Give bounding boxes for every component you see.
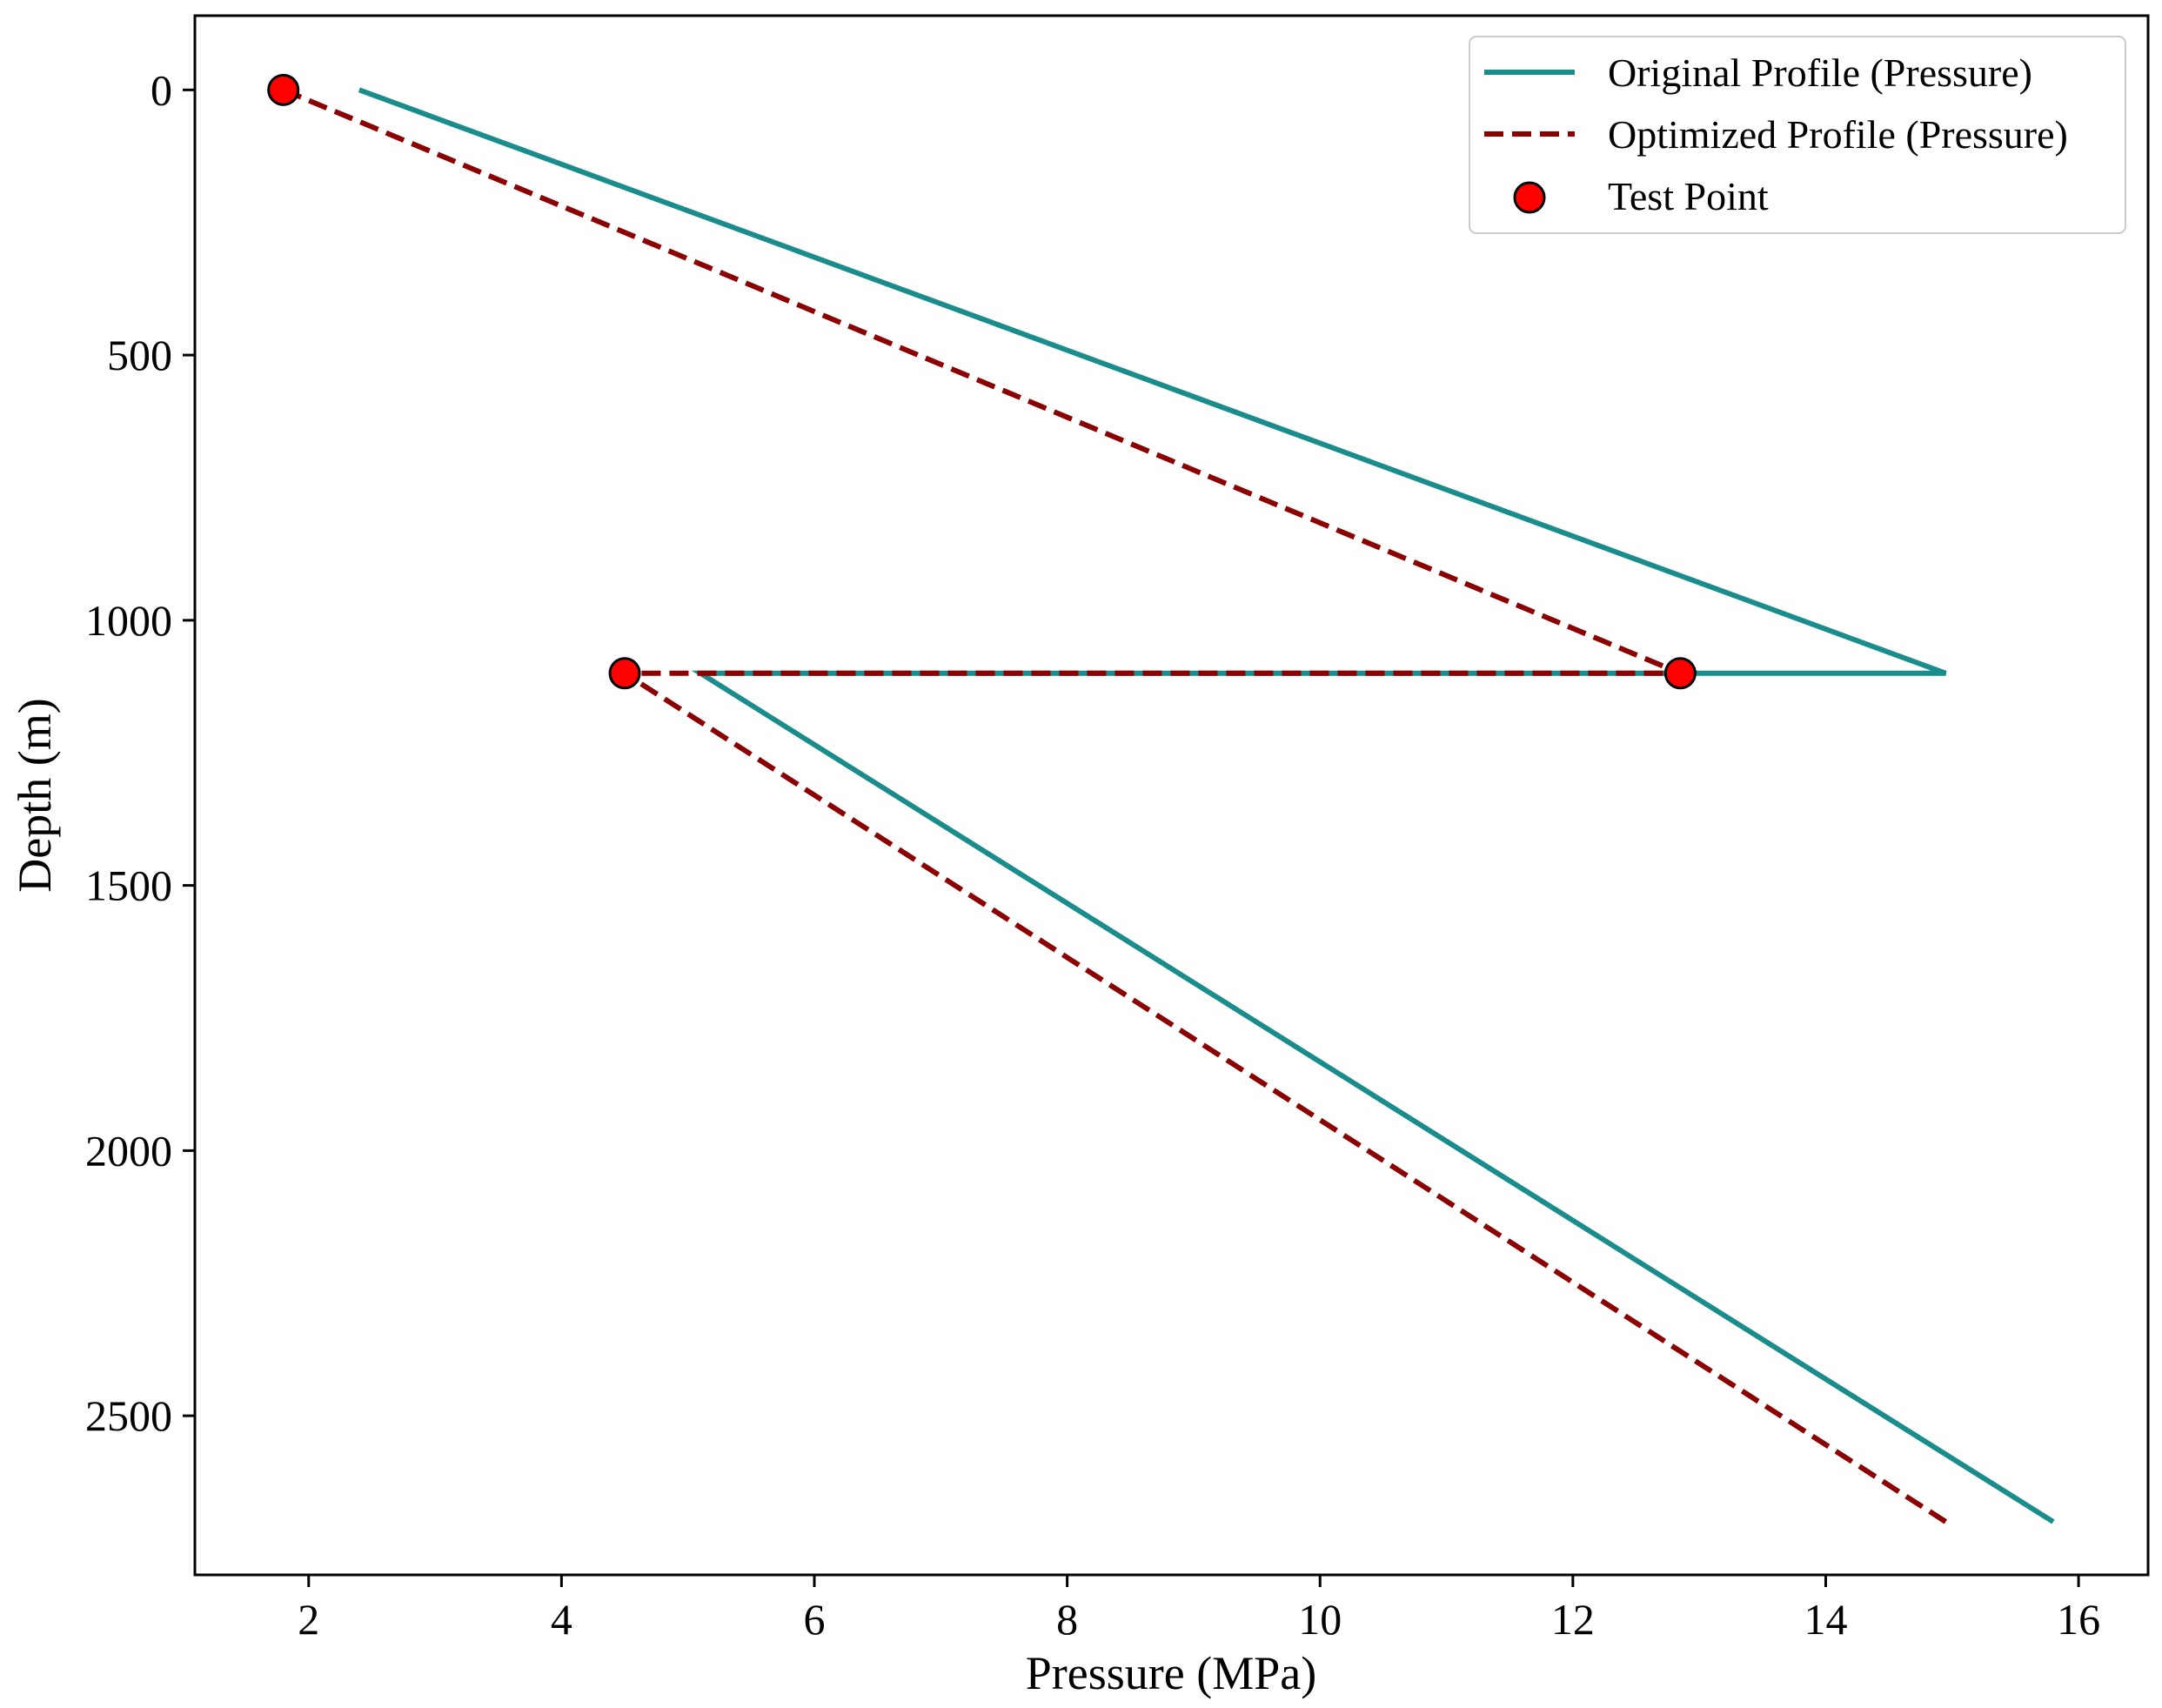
x-tick-label: 10	[1298, 1595, 1342, 1644]
x-axis-ticks: 2 4 6 8 10 12 14 16	[298, 1575, 2100, 1644]
y-tick-label: 500	[107, 331, 172, 379]
legend-label: Test Point	[1608, 174, 1769, 218]
legend-marker-test-point	[1513, 181, 1546, 214]
test-point-marker	[1663, 657, 1697, 690]
legend-label: Optimized Profile (Pressure)	[1608, 112, 2068, 157]
x-tick-label: 16	[2057, 1595, 2100, 1644]
plot-frame	[193, 14, 2150, 1577]
y-tick-label: 1500	[85, 861, 172, 910]
x-axis-label: Pressure (MPa)	[1026, 1647, 1316, 1699]
x-tick-label: 8	[1056, 1595, 1078, 1644]
original-profile-line	[358, 87, 2055, 1524]
legend-box	[1469, 36, 2126, 234]
y-tick-label: 2500	[85, 1391, 172, 1440]
legend-label: Original Profile (Pressure)	[1608, 50, 2032, 95]
y-tick-label: 1000	[85, 596, 172, 645]
series-lines	[282, 87, 2055, 1524]
y-axis-ticks: 0 500 1000 1500 2000 2500	[85, 65, 195, 1440]
y-tick-label: 2000	[85, 1126, 172, 1175]
y-axis-label: Depth (m)	[9, 698, 61, 892]
legend: Original Profile (Pressure) Optimized Pro…	[1469, 36, 2126, 234]
x-tick-label: 14	[1804, 1595, 1847, 1644]
test-point-markers	[267, 73, 1697, 690]
test-point-marker	[267, 73, 300, 106]
optimized-profile-line	[282, 87, 1948, 1524]
x-tick-label: 6	[804, 1595, 826, 1644]
x-tick-label: 12	[1551, 1595, 1595, 1644]
y-tick-label: 0	[151, 65, 172, 114]
test-point-marker	[608, 657, 641, 690]
x-tick-label: 4	[551, 1595, 572, 1644]
x-tick-label: 2	[298, 1595, 319, 1644]
